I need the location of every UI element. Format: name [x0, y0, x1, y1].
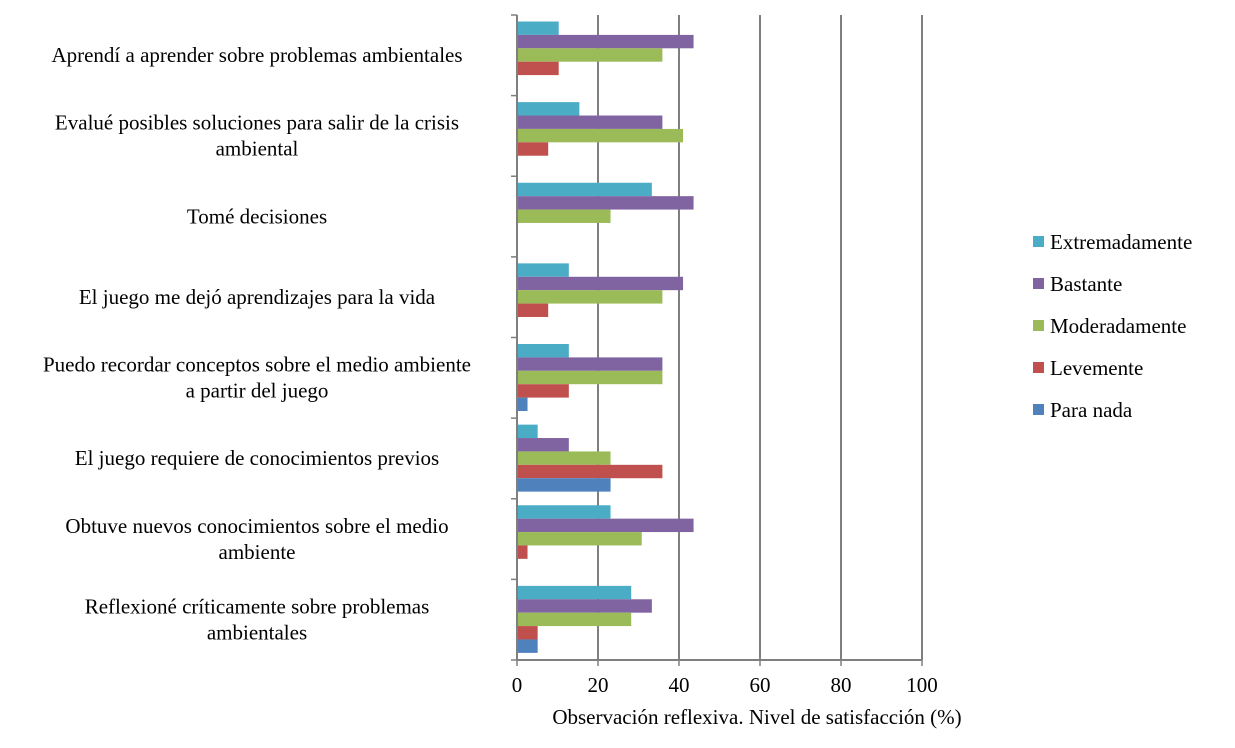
category-label: El juego requiere de conocimientos previ…: [75, 446, 439, 470]
category-label: Tomé decisiones: [187, 204, 327, 228]
bar: [517, 115, 663, 129]
bar: [517, 397, 528, 411]
bar: [517, 21, 559, 35]
bar: [517, 424, 538, 439]
category-label-line: Obtuve nuevos conocimientos sobre el med…: [65, 514, 448, 538]
bar: [517, 451, 611, 465]
bar: [517, 48, 663, 62]
legend-label: Bastante: [1050, 272, 1122, 296]
bars: [517, 21, 694, 653]
bar: [517, 612, 632, 627]
bar: [517, 478, 611, 492]
legend-label: Moderadamente: [1050, 314, 1186, 338]
category-label: Evalué posibles soluciones para salir de…: [55, 111, 459, 161]
bar: [517, 599, 652, 613]
x-tick-label: 0: [512, 673, 523, 697]
bar: [517, 505, 611, 519]
bar: [517, 384, 569, 398]
category-label-line: Puedo recordar conceptos sobre el medio …: [43, 353, 471, 377]
category-label-line: Aprendí a aprender sobre problemas ambie…: [51, 43, 462, 67]
category-label-line: Reflexioné críticamente sobre problemas: [85, 594, 430, 618]
bar: [517, 303, 549, 317]
category-label: El juego me dejó aprendizajes para la vi…: [79, 285, 436, 309]
bar: [517, 357, 663, 371]
x-axis-title: Observación reflexiva. Nivel de satisfac…: [552, 705, 961, 729]
bar: [517, 142, 549, 156]
bar: [517, 344, 569, 358]
legend-label: Para nada: [1050, 398, 1133, 422]
bar: [517, 182, 652, 197]
legend-label: Extremadamente: [1050, 230, 1192, 254]
category-label-line: ambiental: [216, 137, 299, 161]
gridlines: [597, 15, 923, 660]
legend-swatch: [1033, 320, 1044, 331]
x-tick-label: 60: [750, 673, 771, 697]
bar: [517, 464, 663, 479]
bar: [517, 626, 538, 640]
x-tick-label: 80: [831, 673, 852, 697]
category-label: Aprendí a aprender sobre problemas ambie…: [51, 43, 462, 67]
category-label-line: Tomé decisiones: [187, 204, 327, 228]
bar: [517, 102, 580, 116]
category-label-line: El juego me dejó aprendizajes para la vi…: [79, 285, 436, 309]
bar: [517, 585, 632, 600]
legend-swatch: [1033, 362, 1044, 373]
category-label: Reflexioné críticamente sobre problemas a…: [85, 594, 430, 644]
bar: [517, 545, 528, 559]
category-label-line: ambiente: [219, 540, 296, 564]
bar: [517, 209, 611, 223]
bar: [517, 128, 684, 143]
category-label-line: a partir del juego: [186, 379, 329, 403]
bar: [517, 639, 538, 653]
bar: [517, 518, 694, 533]
bar: [517, 370, 663, 385]
x-axis: 0 20 40 60 80 100: [511, 14, 938, 697]
bar: [517, 196, 694, 210]
category-label: Puedo recordar conceptos sobre el medio …: [43, 353, 471, 403]
category-label-line: El juego requiere de conocimientos previ…: [75, 446, 439, 470]
x-tick-label: 40: [669, 673, 690, 697]
legend-swatch: [1033, 278, 1044, 289]
legend-swatch: [1033, 404, 1044, 415]
bar: [517, 532, 642, 546]
category-label-line: ambientales: [207, 620, 307, 644]
x-tick-label: 20: [588, 673, 609, 697]
x-tick-label: 100: [906, 673, 938, 697]
legend: Extremadamente Bastante Moderadamente Levem…: [1033, 230, 1192, 422]
legend-label: Levemente: [1050, 356, 1143, 380]
legend-swatch: [1033, 236, 1044, 247]
bar: [517, 290, 663, 304]
bar: [517, 276, 684, 291]
category-labels: Aprendí a aprender sobre problemas ambie…: [43, 43, 471, 644]
bar: [517, 263, 569, 277]
category-label-line: Evalué posibles soluciones para salir de…: [55, 111, 459, 135]
bar: [517, 61, 559, 76]
category-label: Obtuve nuevos conocimientos sobre el med…: [65, 514, 448, 564]
bar: [517, 438, 569, 452]
bar: [517, 34, 694, 49]
